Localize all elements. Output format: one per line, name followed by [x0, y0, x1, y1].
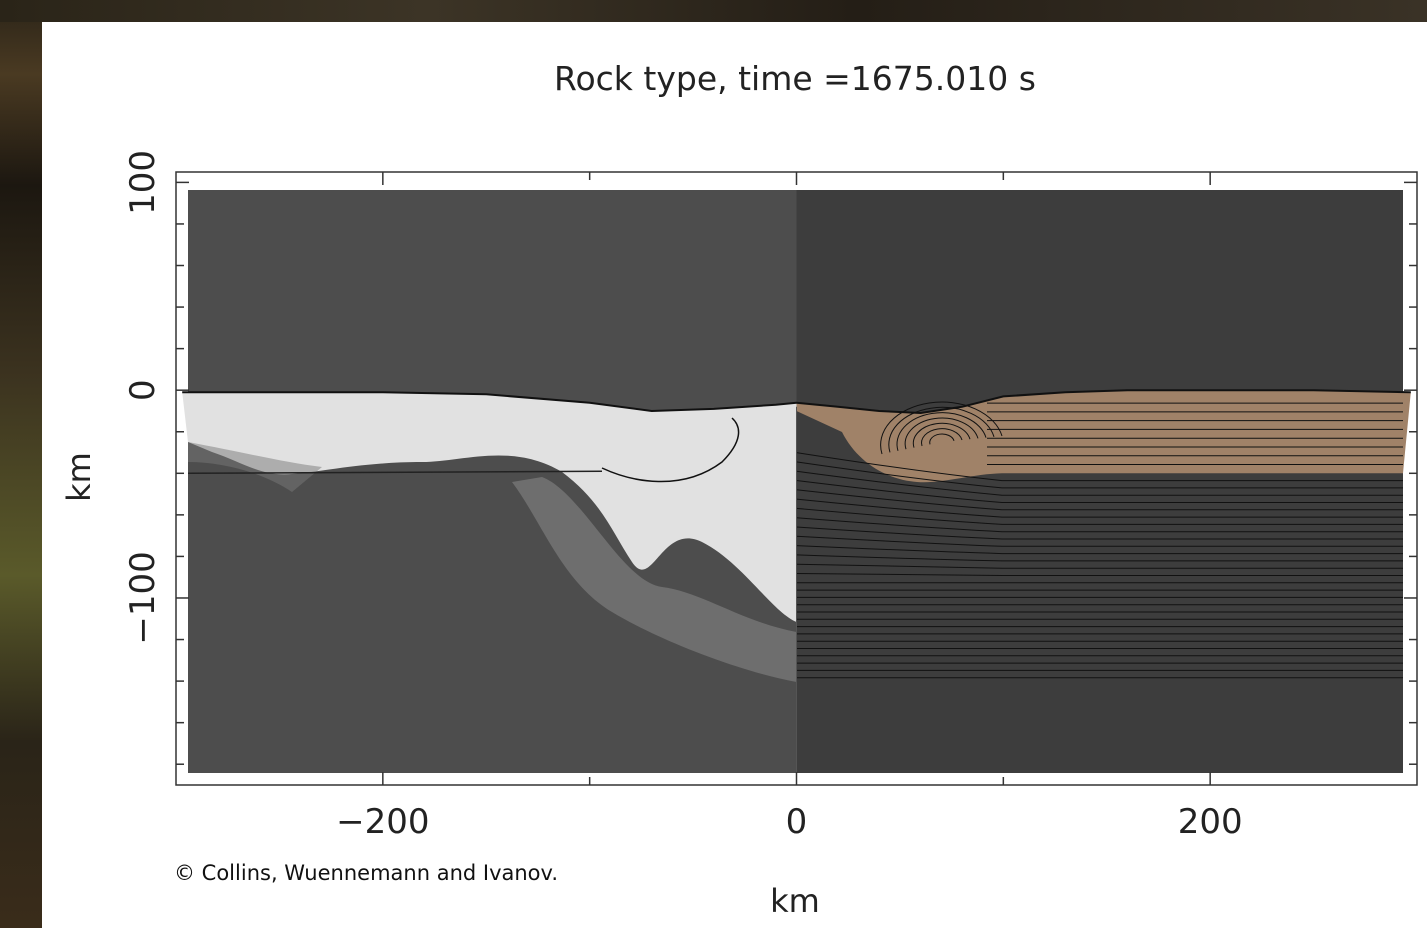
mantle-tracer-line — [796, 498, 1403, 518]
y-tick-label: −100 — [123, 551, 163, 644]
chart-title: Rock type, time =1675.010 s — [554, 59, 1036, 98]
left-crust-base-line — [187, 470, 603, 475]
x-tick-label: −200 — [336, 802, 429, 842]
mantle-tracer-line — [796, 470, 1403, 496]
mantle-tracer-line — [796, 452, 1403, 482]
mantle-tracer-line — [796, 461, 1403, 489]
mantle-tracer-line — [796, 507, 1403, 525]
left-field-light — [182, 392, 797, 622]
crust-swirl-tracer — [929, 433, 955, 445]
crust-swirl-tracer — [888, 406, 995, 453]
background-photo-top — [0, 0, 1427, 22]
mantle-tracer-line — [796, 526, 1403, 540]
mantle-tracer-line — [796, 573, 1403, 577]
credit-text: © Collins, Wuennemann and Ivanov. — [174, 861, 558, 885]
plot-area: −200 0 200 100 0 −100 — [123, 150, 1418, 842]
background-photo-left — [0, 0, 42, 928]
left-crater-outline — [601, 417, 740, 483]
plot-panel: Rock type, time =1675.010 s © Collins, W… — [42, 22, 1427, 928]
crust-swirl-tracer — [912, 422, 971, 448]
crust-swirl-tracer — [896, 412, 987, 451]
left-field-mid-upper — [188, 442, 322, 492]
x-tick-label: 0 — [786, 802, 808, 842]
right-surface-line — [796, 389, 1411, 415]
crust-swirl-tracer — [880, 401, 1003, 455]
mantle-tracer-line — [796, 480, 1403, 504]
crust-swirl-tracer — [921, 428, 963, 447]
mantle-tracer-line — [796, 489, 1403, 511]
mantle-tracer-line — [796, 517, 1403, 533]
mantle-tracer-line — [796, 563, 1403, 569]
crust-swirl-tracer — [904, 417, 979, 450]
mantle-tracer-line — [796, 545, 1403, 555]
right-field-mantle — [796, 190, 1403, 773]
y-axis-label: km — [60, 452, 98, 502]
y-tick-label: 100 — [123, 150, 163, 215]
mantle-tracer-line — [796, 535, 1403, 547]
plot-canvas: Rock type, time =1675.010 s © Collins, W… — [60, 59, 1418, 920]
left-field-mid — [512, 477, 797, 682]
left-surface-line — [182, 391, 797, 413]
y-tick-label: 0 — [123, 379, 163, 401]
x-axis-label: km — [770, 882, 820, 920]
x-tick-label: 200 — [1178, 802, 1243, 842]
mantle-tracer-line — [796, 554, 1403, 562]
